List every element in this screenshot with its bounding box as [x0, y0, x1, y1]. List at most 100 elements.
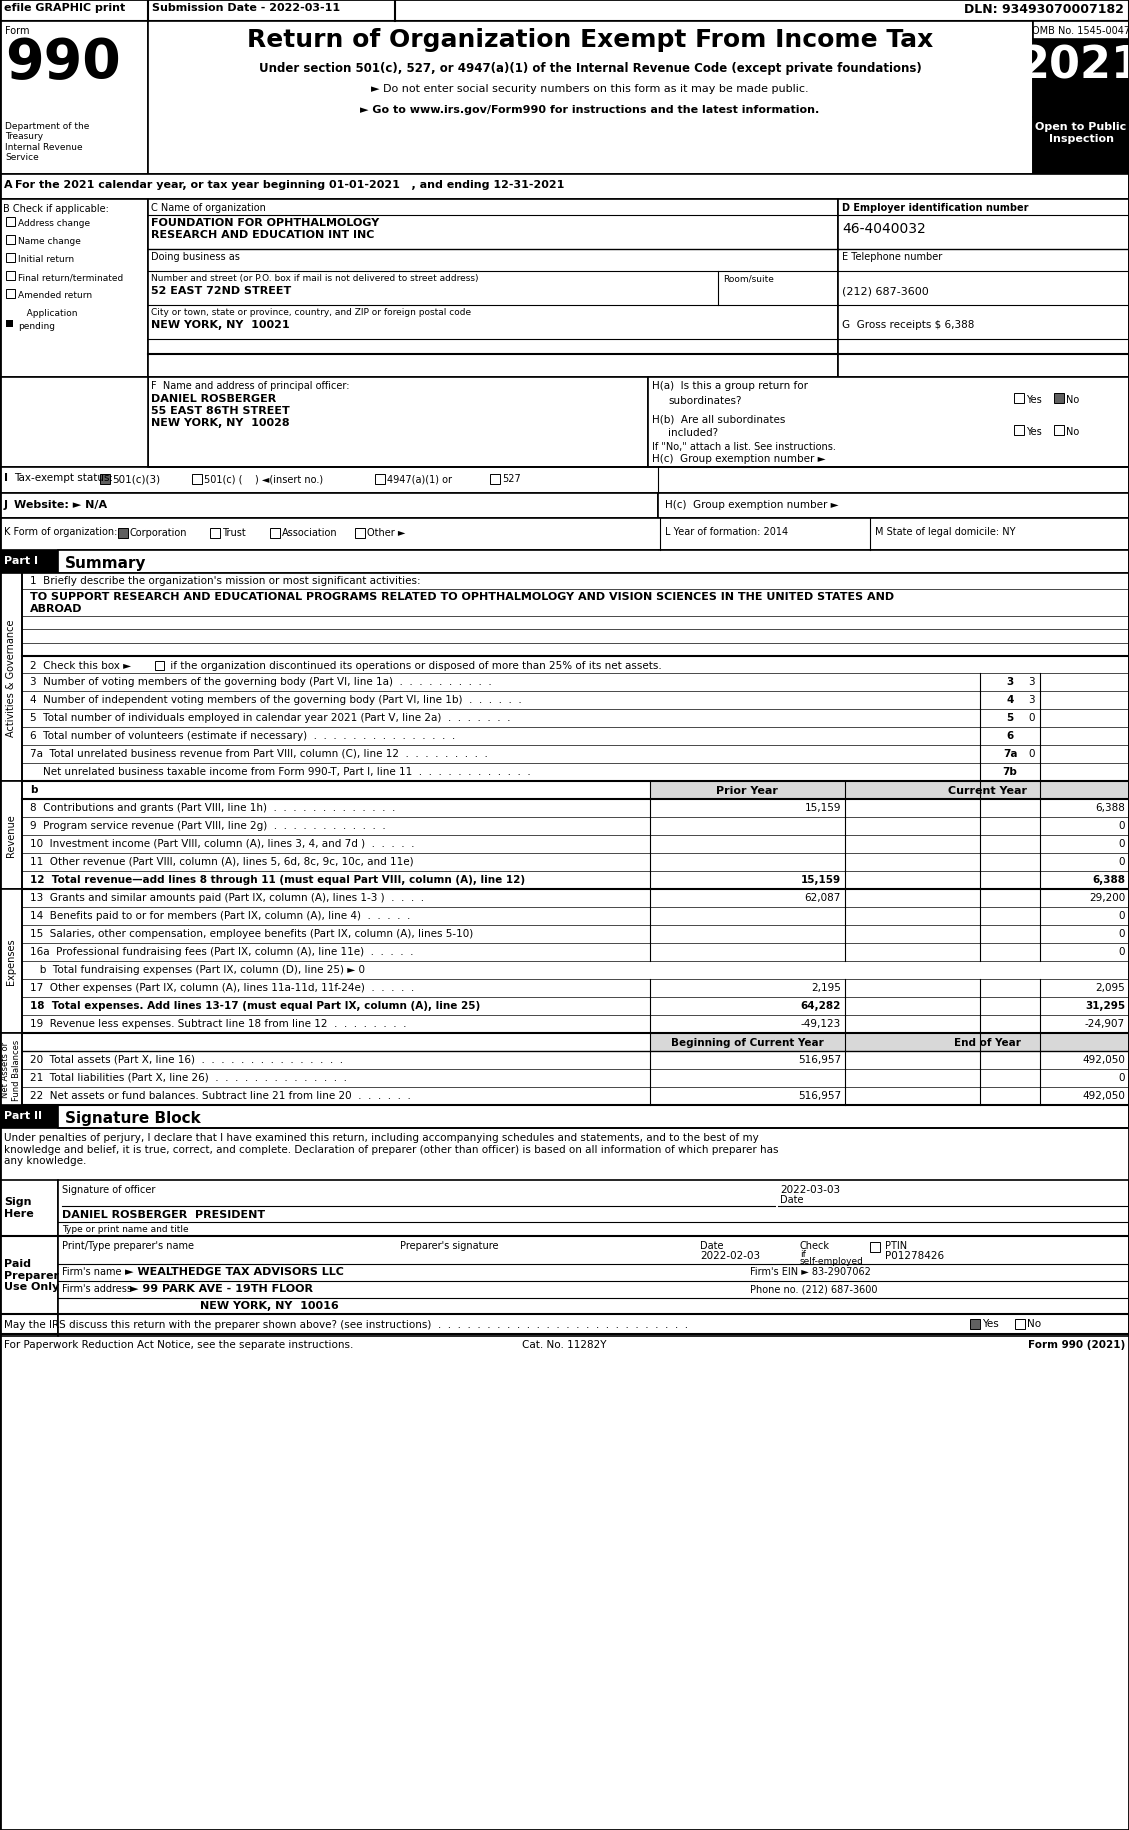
- Bar: [58, 1237, 1129, 1336]
- Bar: [0, 199, 148, 377]
- Bar: [6, 289, 15, 298]
- Bar: [0, 0, 1129, 22]
- Text: Sign
Here: Sign Here: [5, 1197, 34, 1219]
- Text: 15  Salaries, other compensation, employee benefits (Part IX, column (A), lines : 15 Salaries, other compensation, employe…: [30, 928, 473, 939]
- Bar: [658, 494, 1129, 518]
- Text: Other ►: Other ►: [367, 527, 405, 538]
- Text: 8  Contributions and grants (Part VIII, line 1h)  .  .  .  .  .  .  .  .  .  .  : 8 Contributions and grants (Part VIII, l…: [30, 803, 395, 813]
- Text: Amended return: Amended return: [18, 291, 93, 300]
- Bar: [1015, 1319, 1025, 1329]
- Text: No: No: [1066, 426, 1079, 437]
- Text: No: No: [1066, 395, 1079, 404]
- Text: 20  Total assets (Part X, line 16)  .  .  .  .  .  .  .  .  .  .  .  .  .  .  .: 20 Total assets (Part X, line 16) . . . …: [30, 1054, 343, 1065]
- Bar: [0, 551, 58, 573]
- Text: H(c)  Group exemption number ►: H(c) Group exemption number ►: [653, 454, 825, 463]
- Bar: [119, 529, 128, 538]
- Text: Open to Public
Inspection: Open to Public Inspection: [1035, 123, 1127, 143]
- Text: 492,050: 492,050: [1082, 1091, 1124, 1100]
- Text: Part I: Part I: [5, 556, 38, 565]
- Text: Room/suite: Room/suite: [723, 274, 773, 284]
- Bar: [648, 377, 1129, 468]
- Text: Firm's EIN ► 83-2907062: Firm's EIN ► 83-2907062: [750, 1266, 870, 1276]
- Text: if: if: [800, 1250, 806, 1259]
- Text: Signature Block: Signature Block: [65, 1111, 201, 1125]
- Text: Yes: Yes: [1026, 426, 1042, 437]
- Bar: [838, 199, 1129, 377]
- Text: 29,200: 29,200: [1088, 893, 1124, 902]
- Text: H(b)  Are all subordinates: H(b) Are all subordinates: [653, 414, 786, 425]
- Text: 2  Check this box ►: 2 Check this box ►: [30, 661, 131, 670]
- Text: b: b: [30, 785, 37, 794]
- Text: ► WEALTHEDGE TAX ADVISORS LLC: ► WEALTHEDGE TAX ADVISORS LLC: [125, 1266, 344, 1276]
- Bar: [6, 218, 15, 227]
- Bar: [21, 573, 1129, 1105]
- Text: Doing business as: Doing business as: [151, 253, 239, 262]
- Bar: [58, 1180, 1129, 1237]
- Bar: [1014, 426, 1024, 436]
- Text: 7a: 7a: [1003, 748, 1017, 759]
- Bar: [0, 573, 21, 781]
- Text: pending: pending: [18, 322, 55, 331]
- Text: Initial return: Initial return: [18, 254, 75, 264]
- Text: (212) 687-3600: (212) 687-3600: [842, 285, 929, 296]
- Text: A: A: [5, 179, 12, 190]
- Text: Prior Year: Prior Year: [716, 785, 778, 796]
- Text: Preparer's signature: Preparer's signature: [400, 1241, 499, 1250]
- Text: Print/Type preparer's name: Print/Type preparer's name: [62, 1241, 194, 1250]
- Text: NEW YORK, NY  10028: NEW YORK, NY 10028: [151, 417, 290, 428]
- Text: 16a  Professional fundraising fees (Part IX, column (A), line 11e)  .  .  .  .  : 16a Professional fundraising fees (Part …: [30, 946, 413, 957]
- Text: PTIN: PTIN: [885, 1241, 907, 1250]
- Bar: [0, 22, 148, 176]
- Bar: [0, 1180, 58, 1237]
- Text: OMB No. 1545-0047: OMB No. 1545-0047: [1032, 26, 1129, 37]
- Text: Trust: Trust: [222, 527, 246, 538]
- Text: efile GRAPHIC print: efile GRAPHIC print: [5, 4, 125, 13]
- Text: 3: 3: [1029, 695, 1035, 705]
- Text: 0: 0: [1119, 856, 1124, 867]
- Text: Yes: Yes: [982, 1318, 999, 1329]
- Text: Under penalties of perjury, I declare that I have examined this return, includin: Under penalties of perjury, I declare th…: [5, 1133, 779, 1166]
- Text: Net Assets or
Fund Balances: Net Assets or Fund Balances: [1, 1039, 20, 1100]
- Bar: [844, 1034, 1129, 1052]
- Bar: [6, 273, 15, 280]
- Text: Return of Organization Exempt From Income Tax: Return of Organization Exempt From Incom…: [247, 27, 934, 51]
- Bar: [0, 176, 1129, 199]
- Text: Summary: Summary: [65, 556, 147, 571]
- Text: 3: 3: [1006, 677, 1014, 686]
- Text: 0: 0: [1029, 748, 1035, 759]
- Text: 501(c) (    ) ◄(insert no.): 501(c) ( ) ◄(insert no.): [204, 474, 323, 483]
- Text: NEW YORK, NY  10021: NEW YORK, NY 10021: [151, 320, 290, 329]
- Text: Part II: Part II: [5, 1111, 42, 1120]
- Text: 990: 990: [5, 37, 121, 90]
- Text: Firm's name: Firm's name: [62, 1266, 122, 1276]
- Text: 0: 0: [1119, 911, 1124, 920]
- Text: 5: 5: [1006, 712, 1014, 723]
- Bar: [155, 662, 164, 670]
- Text: 501(c)(3): 501(c)(3): [112, 474, 160, 483]
- Bar: [375, 474, 385, 485]
- Text: 1  Briefly describe the organization's mission or most significant activities:: 1 Briefly describe the organization's mi…: [30, 576, 421, 586]
- Text: End of Year: End of Year: [954, 1038, 1021, 1047]
- Text: 11  Other revenue (Part VIII, column (A), lines 5, 6d, 8c, 9c, 10c, and 11e): 11 Other revenue (Part VIII, column (A),…: [30, 856, 413, 867]
- Text: Paid
Preparer
Use Only: Paid Preparer Use Only: [5, 1259, 59, 1292]
- Text: Address change: Address change: [18, 220, 90, 229]
- Text: 516,957: 516,957: [798, 1091, 841, 1100]
- Text: Date: Date: [780, 1195, 804, 1204]
- Text: Check: Check: [800, 1241, 830, 1250]
- Text: 7a  Total unrelated business revenue from Part VIII, column (C), line 12  .  .  : 7a Total unrelated business revenue from…: [30, 748, 488, 759]
- Bar: [0, 518, 1129, 551]
- Text: TO SUPPORT RESEARCH AND EDUCATIONAL PROGRAMS RELATED TO OPHTHALMOLOGY AND VISION: TO SUPPORT RESEARCH AND EDUCATIONAL PROG…: [30, 591, 894, 602]
- Bar: [0, 781, 21, 889]
- Text: 6: 6: [1006, 730, 1014, 741]
- Text: G  Gross receipts $ 6,388: G Gross receipts $ 6,388: [842, 320, 974, 329]
- Text: 492,050: 492,050: [1082, 1054, 1124, 1065]
- Text: 3: 3: [1029, 677, 1035, 686]
- Text: 14  Benefits paid to or for members (Part IX, column (A), line 4)  .  .  .  .  .: 14 Benefits paid to or for members (Part…: [30, 911, 410, 920]
- Text: 527: 527: [502, 474, 520, 483]
- Bar: [1033, 22, 1129, 176]
- Text: Department of the
Treasury
Internal Revenue
Service: Department of the Treasury Internal Reve…: [5, 123, 89, 163]
- Text: For Paperwork Reduction Act Notice, see the separate instructions.: For Paperwork Reduction Act Notice, see …: [5, 1340, 353, 1349]
- Bar: [148, 199, 838, 377]
- Bar: [0, 1105, 58, 1129]
- Bar: [1014, 393, 1024, 404]
